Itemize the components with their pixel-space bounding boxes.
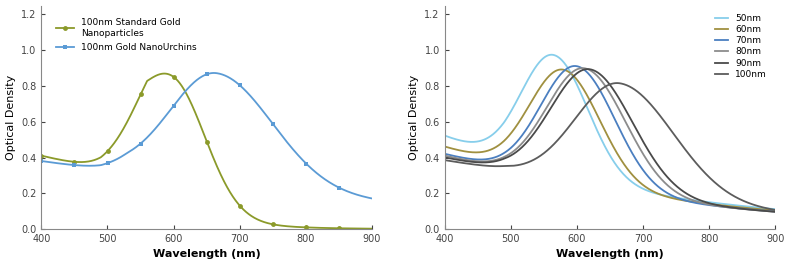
70nm	[474, 158, 483, 161]
60nm	[474, 151, 483, 154]
80nm	[770, 210, 780, 213]
90nm	[668, 180, 677, 184]
60nm	[574, 80, 584, 83]
60nm	[556, 68, 566, 71]
50nm	[440, 134, 450, 137]
X-axis label: Wavelength (nm): Wavelength (nm)	[556, 249, 664, 259]
90nm	[770, 210, 780, 213]
50nm	[698, 200, 708, 203]
90nm	[474, 161, 483, 164]
70nm	[440, 152, 450, 155]
60nm	[440, 145, 450, 148]
100nm	[440, 158, 450, 162]
50nm	[770, 207, 780, 211]
Line: 60nm: 60nm	[445, 69, 775, 210]
50nm	[574, 87, 584, 90]
80nm	[574, 67, 583, 70]
70nm	[586, 75, 596, 78]
50nm	[668, 195, 677, 198]
50nm	[586, 114, 596, 117]
70nm	[698, 202, 708, 206]
70nm	[574, 65, 584, 68]
60nm	[668, 196, 677, 200]
80nm	[440, 154, 450, 157]
100nm	[612, 81, 622, 85]
70nm	[770, 210, 780, 213]
80nm	[474, 160, 483, 163]
100nm	[770, 208, 780, 211]
80nm	[578, 67, 588, 70]
50nm	[547, 53, 556, 56]
X-axis label: Wavelength (nm): Wavelength (nm)	[152, 249, 261, 259]
100nm	[574, 113, 583, 116]
80nm	[586, 69, 596, 72]
60nm	[770, 209, 780, 212]
90nm	[583, 68, 592, 71]
Line: 70nm: 70nm	[445, 66, 775, 211]
90nm	[586, 68, 596, 71]
Y-axis label: Optical Density: Optical Density	[409, 75, 419, 160]
90nm	[698, 200, 708, 203]
100nm	[668, 130, 677, 133]
90nm	[574, 71, 583, 74]
50nm	[474, 140, 483, 143]
Legend: 50nm, 60nm, 70nm, 80nm, 90nm, 100nm: 50nm, 60nm, 70nm, 80nm, 90nm, 100nm	[711, 10, 771, 83]
Legend: 100nm Standard Gold
Nanoparticles, 100nm Gold NanoUrchins: 100nm Standard Gold Nanoparticles, 100nm…	[52, 15, 201, 56]
100nm	[585, 98, 595, 101]
90nm	[704, 201, 713, 205]
Line: 50nm: 50nm	[445, 55, 775, 209]
70nm	[570, 64, 580, 68]
60nm	[586, 100, 596, 103]
80nm	[668, 187, 677, 191]
Line: 80nm: 80nm	[445, 68, 775, 212]
80nm	[698, 202, 708, 205]
Y-axis label: Optical Density: Optical Density	[6, 75, 16, 160]
Line: 90nm: 90nm	[445, 69, 775, 212]
Line: 100nm: 100nm	[445, 83, 775, 210]
100nm	[704, 175, 713, 178]
60nm	[704, 202, 713, 205]
50nm	[704, 201, 713, 204]
90nm	[440, 156, 450, 159]
70nm	[704, 204, 713, 207]
60nm	[698, 202, 708, 205]
80nm	[704, 203, 713, 206]
100nm	[474, 164, 483, 167]
100nm	[698, 169, 708, 172]
70nm	[668, 194, 677, 197]
